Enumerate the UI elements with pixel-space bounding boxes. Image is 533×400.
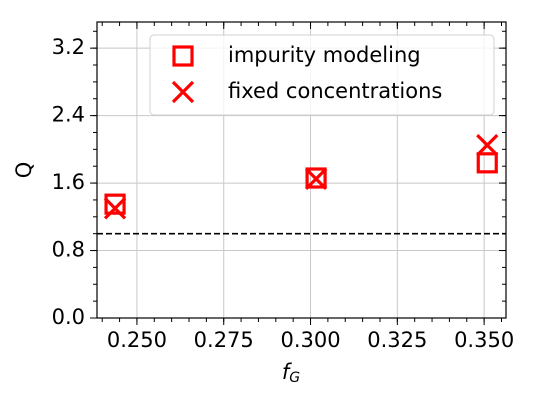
legend-marker [172,45,194,67]
x-marker [476,133,499,157]
y-tick-label: 3.2 [52,35,85,59]
square-marker [104,193,126,215]
x-label-sub: G [289,370,300,386]
square-marker [305,167,327,189]
y-tick-label: 1.6 [52,170,85,194]
y-tick-label: 0.0 [52,305,85,329]
x-tick-label: 0.275 [194,328,254,352]
legend-label: fixed concentrations [228,79,442,103]
legend-marker [171,80,195,104]
y-tick-label: 2.4 [52,103,85,127]
y-tick-label: 0.8 [52,238,85,262]
square-marker [476,152,498,174]
x-marker [304,167,328,190]
legend-label: impurity modeling [228,43,421,67]
x-axis-label: fG [282,360,300,386]
x-marker [103,197,127,220]
x-tick-label: 0.300 [280,328,340,352]
x-tick-label: 0.350 [454,328,514,352]
legend-box [149,34,495,116]
y-axis-label: Q [12,162,36,179]
plot-frame [96,21,507,319]
legend: impurity modeling fixed concentrations [149,34,495,116]
x-tick-label: 0.325 [367,328,427,352]
x-tick-label: 0.250 [107,328,167,352]
x-label-base: f [282,360,293,384]
